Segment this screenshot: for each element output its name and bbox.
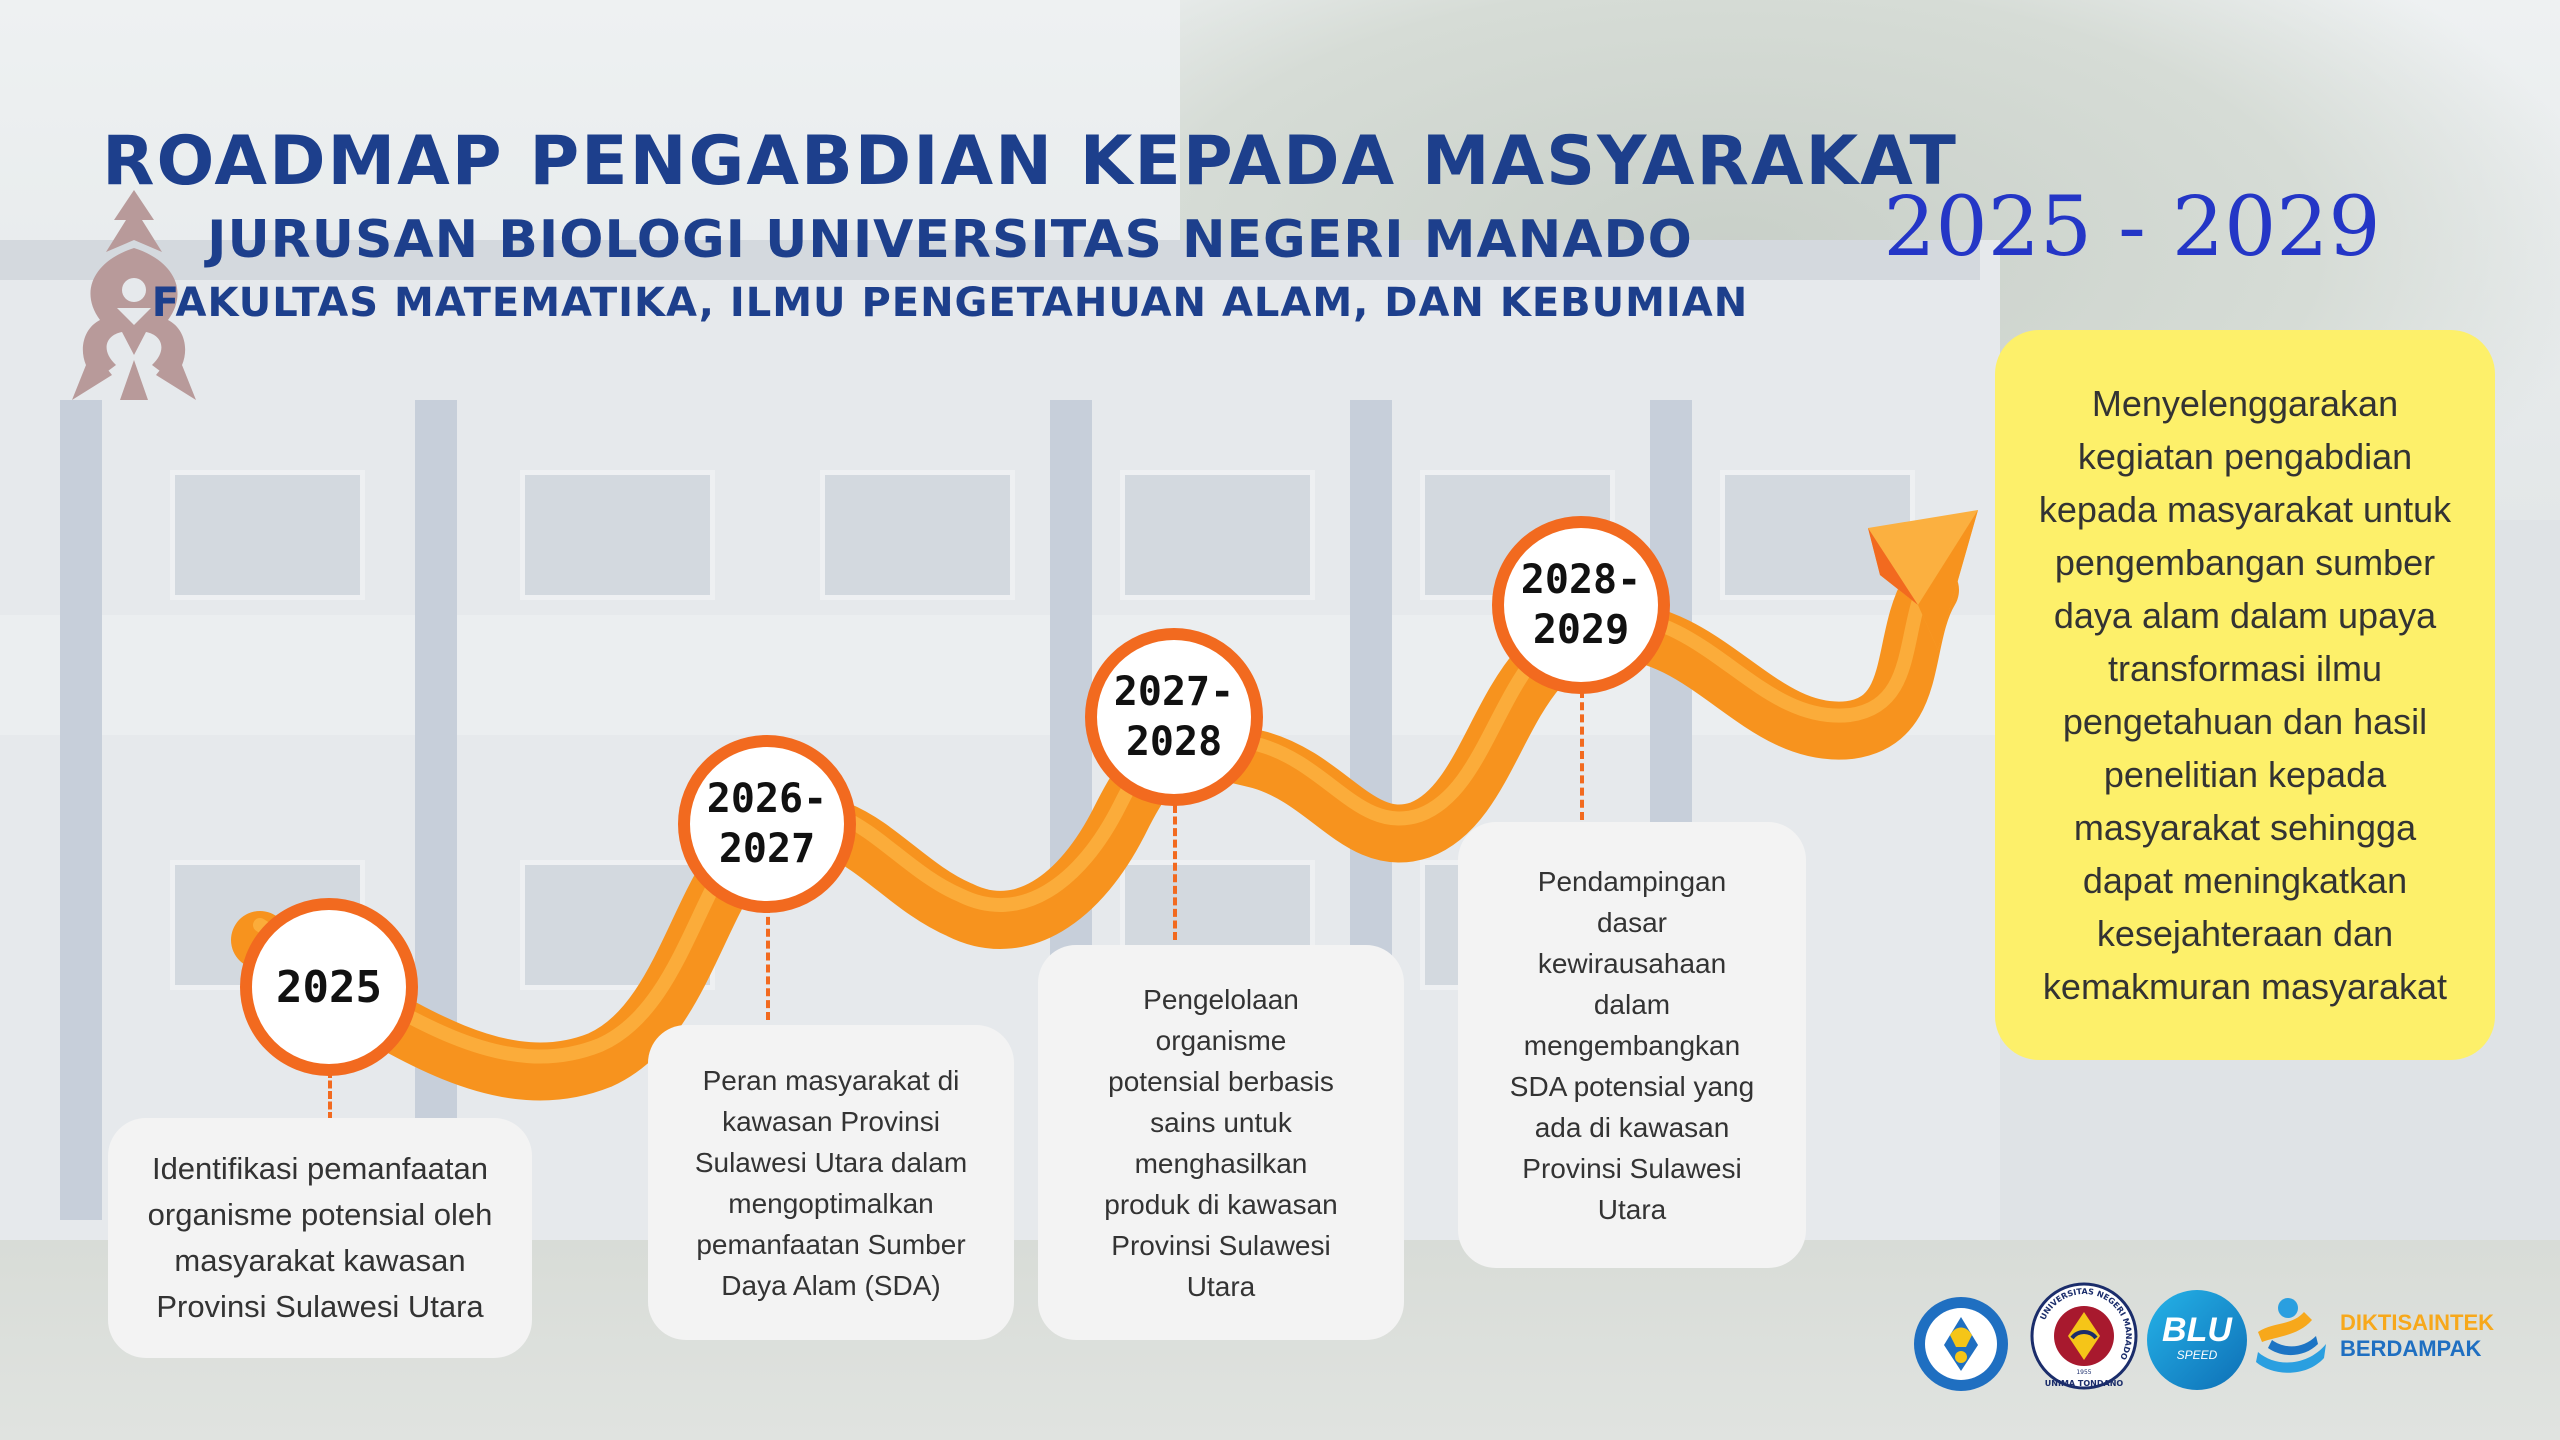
milestone-year: 2026- 2027 <box>706 776 828 872</box>
diktisaintek-text: DIKTISAINTEK BERDAMPAK <box>2340 1310 2494 1361</box>
unima-bottom-text: UNIMA TONDANO <box>2045 1379 2124 1388</box>
milestone-description-1: Identifikasi pemanfaatan organisme poten… <box>108 1118 532 1358</box>
milestone-node-2028-2029: 2028- 2029 <box>1492 516 1670 694</box>
milestone-node-2026-2027: 2026- 2027 <box>678 735 856 913</box>
ornament-icon <box>72 190 196 400</box>
department-subtitle: JURUSAN BIOLOGI UNIVERSITAS NEGERI MANAD… <box>207 210 1693 270</box>
milestone-description-4: Pendampingan dasar kewirausahaan dalam m… <box>1458 822 1806 1268</box>
period-label: 2025 - 2029 <box>1883 180 2381 275</box>
faculty-subtitle: FAKULTAS MATEMATIKA, ILMU PENGETAHUAN AL… <box>151 280 1749 326</box>
milestone-description-2: Peran masyarakat di kawasan Provinsi Sul… <box>648 1025 1014 1340</box>
unima-logo: UNIVERSITAS NEGERI MANADO 1955 UNIMA TON… <box>2030 1282 2138 1390</box>
milestone-node-2027-2028: 2027- 2028 <box>1085 628 1263 806</box>
milestone-year: 2028- 2029 <box>1520 557 1642 653</box>
diktisaintek-logo-mark <box>2256 1298 2326 1373</box>
blu-sub-text: SPEED <box>2176 1348 2218 1362</box>
connector-3 <box>1173 805 1177 940</box>
milestone-node-2025: 2025 <box>240 898 418 1076</box>
unima-year: 1955 <box>2076 1369 2091 1376</box>
page-title: ROADMAP PENGABDIAN KEPADA MASYARAKAT <box>102 122 1958 201</box>
connector-2 <box>766 905 770 1020</box>
blu-text: BLU <box>2162 1311 2232 1349</box>
goal-box: Menyelenggarakan kegiatan pengabdian kep… <box>1995 330 2495 1060</box>
milestone-description-3: Pengelolaan organisme potensial berbasis… <box>1038 945 1404 1340</box>
connector-1 <box>328 1070 332 1120</box>
milestone-year: 2025 <box>276 961 382 1013</box>
blu-logo: BLU SPEED <box>2147 1290 2247 1390</box>
tut-wuri-handayani-logo <box>1914 1297 2008 1391</box>
milestone-year: 2027- 2028 <box>1113 669 1235 765</box>
connector-4 <box>1580 690 1584 820</box>
